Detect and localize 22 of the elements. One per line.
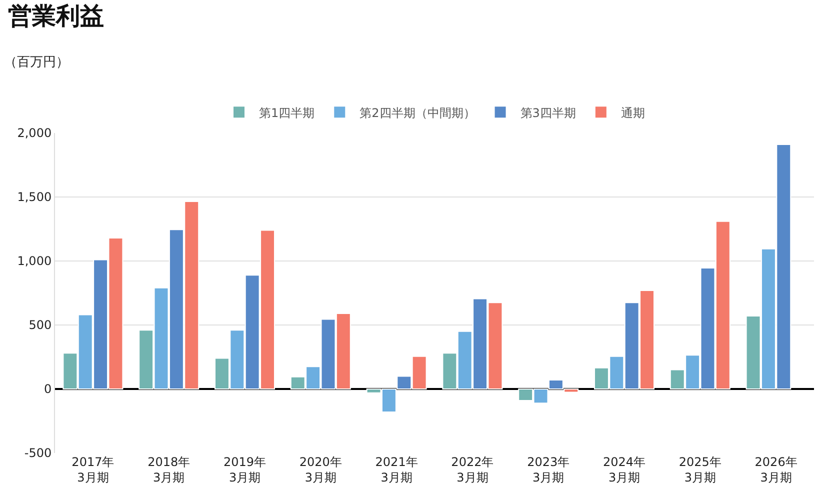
y-tick-label: 1,500 <box>17 190 52 204</box>
y-tick-label: 0 <box>44 382 52 396</box>
x-tick-label: 2017年 3月期 <box>72 455 114 485</box>
x-tick-label: 2024年 3月期 <box>602 455 646 485</box>
x-tick-label: 2019年 3月期 <box>223 455 266 485</box>
legend-label: 通期 <box>620 106 645 120</box>
x-tick-label: 2018年 3月期 <box>148 455 190 485</box>
x-tick-label: 2023年 3月期 <box>527 455 570 485</box>
x-tick-label: 2026年 3月期 <box>754 455 798 485</box>
y-tick-label: 500 <box>28 318 52 332</box>
legend-label: 第3四半期 <box>520 106 576 120</box>
x-tick-label: 2020年 3月期 <box>299 455 342 485</box>
x-tick-label: 2025年 3月期 <box>678 455 722 485</box>
x-tick-label: 2022年 3月期 <box>451 455 494 485</box>
x-tick-label: 2021年 3月期 <box>375 455 418 485</box>
legend-label: 第1四半期 <box>259 106 315 120</box>
y-tick-label: 1,000 <box>17 254 52 268</box>
y-axis-title: （百万円） <box>4 55 69 70</box>
y-tick-label: 2,000 <box>17 126 52 140</box>
chart-title: 営業利益 <box>8 2 104 30</box>
y-tick-label: -500 <box>24 446 52 460</box>
legend-label: 第2四半期（中間期） <box>360 106 476 120</box>
